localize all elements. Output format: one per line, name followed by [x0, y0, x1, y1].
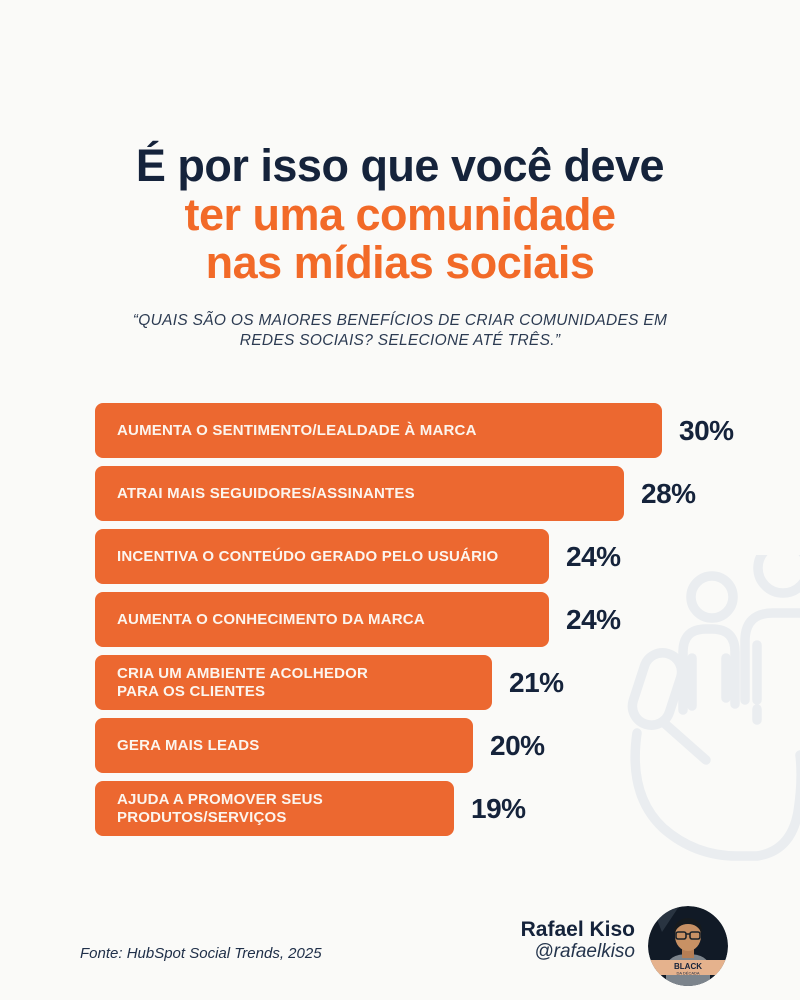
bar: AJUDA A PROMOVER SEUS PRODUTOS/SERVIÇOS [95, 781, 454, 836]
bar-row: INCENTIVA O CONTEÚDO GERADO PELO USUÁRIO… [95, 529, 795, 584]
author-block: Rafael Kiso @rafaelkiso [420, 918, 635, 964]
title-line-primary: É por isso que você deve [135, 140, 665, 191]
bar-row: AUMENTA O SENTIMENTO/LEALDADE À MARCA 30% [95, 403, 795, 458]
bar-row: CRIA UM AMBIENTE ACOLHEDOR PARA OS CLIEN… [95, 655, 795, 710]
bar-value: 24% [566, 540, 621, 572]
title-line-accent-2: nas mídias sociais [205, 237, 595, 289]
bar-row: AJUDA A PROMOVER SEUS PRODUTOS/SERVIÇOS 1… [95, 781, 795, 836]
bar: AUMENTA O SENTIMENTO/LEALDADE À MARCA [95, 403, 662, 458]
bar-label: ATRAI MAIS SEGUIDORES/ASSINANTES [117, 484, 415, 502]
hand-holding-people-icon [627, 555, 800, 861]
bar-value: 28% [641, 477, 696, 509]
avatar: BLACK DA DÉCADA [648, 906, 728, 986]
bar-label: CRIA UM AMBIENTE ACOLHEDOR PARA OS CLIEN… [117, 664, 369, 700]
bar-chart: AUMENTA O SENTIMENTO/LEALDADE À MARCA 30%… [95, 403, 795, 844]
bar: CRIA UM AMBIENTE ACOLHEDOR PARA OS CLIEN… [95, 655, 492, 710]
author-name: Rafael Kiso [520, 918, 635, 941]
bar-value: 19% [471, 792, 526, 824]
bar: INCENTIVA O CONTEÚDO GERADO PELO USUÁRIO [95, 529, 549, 584]
avatar-badge-subtext: DA DÉCADA [676, 971, 699, 976]
bar: ATRAI MAIS SEGUIDORES/ASSINANTES [95, 466, 624, 521]
bar: GERA MAIS LEADS [95, 718, 473, 773]
bar-value: 30% [679, 414, 734, 446]
bar-label: AUMENTA O CONHECIMENTO DA MARCA [117, 610, 425, 628]
bar-row: GERA MAIS LEADS 20% [95, 718, 795, 773]
avatar-photo-icon: BLACK DA DÉCADA [648, 906, 728, 986]
survey-question: “QUAIS SÃO OS MAIORES BENEFÍCIOS DE CRIA… [132, 312, 668, 350]
bar-row: ATRAI MAIS SEGUIDORES/ASSINANTES 28% [95, 466, 795, 521]
page-title: É por isso que você deve ter uma comunid… [0, 140, 800, 289]
bar-row: AUMENTA O CONHECIMENTO DA MARCA 24% [95, 592, 795, 647]
bar-label: AJUDA A PROMOVER SEUS PRODUTOS/SERVIÇOS [117, 790, 323, 826]
bar-label: AUMENTA O SENTIMENTO/LEALDADE À MARCA [117, 421, 477, 439]
bar-label: INCENTIVA O CONTEÚDO GERADO PELO USUÁRIO [117, 547, 499, 565]
bar-value: 21% [509, 666, 564, 698]
bar-label: GERA MAIS LEADS [117, 736, 260, 754]
bar-value: 20% [490, 729, 545, 761]
author-handle: @rafaelkiso [534, 941, 635, 963]
title-line-accent-1: ter uma comunidade [184, 188, 616, 240]
bar-value: 24% [566, 603, 621, 635]
bar: AUMENTA O CONHECIMENTO DA MARCA [95, 592, 549, 647]
source-citation: Fonte: HubSpot Social Trends, 2025 [80, 945, 322, 962]
avatar-badge-text: BLACK [674, 962, 702, 971]
